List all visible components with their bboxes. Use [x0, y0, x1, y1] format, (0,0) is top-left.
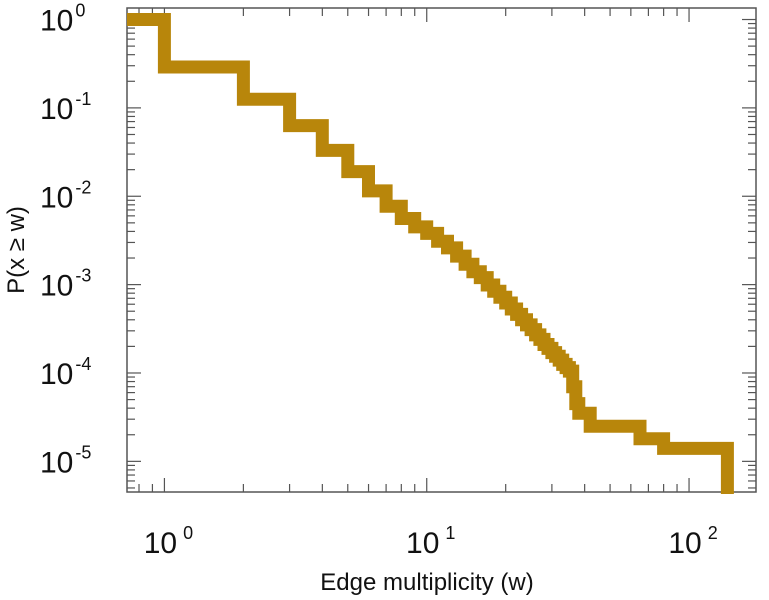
y-tick-label: 10 -5	[40, 442, 91, 479]
ccdf-step-line	[127, 13, 734, 494]
x-tick-label: 10 0	[144, 523, 193, 560]
x-tick-label: 10 2	[668, 523, 717, 560]
x-tick-label: 10 1	[406, 523, 455, 560]
y-axis-title: P(x ≥ w)	[3, 206, 30, 294]
x-axis-title: Edge multiplicity (w)	[320, 569, 533, 596]
y-tick-label: 10 -4	[40, 354, 91, 391]
series-layer	[127, 13, 734, 494]
y-tick-label: 10 -1	[40, 89, 91, 126]
y-tick-label: 10 0	[40, 1, 85, 38]
y-tick-label: 10 -3	[40, 266, 91, 303]
tick-labels: 10 0 10 1 10 2 10 0 10 -1 10 -2 10 -3 10 -4 10 -5	[40, 1, 718, 560]
plot-frame	[126, 7, 757, 493]
y-tick-label: 10 -2	[40, 177, 91, 214]
